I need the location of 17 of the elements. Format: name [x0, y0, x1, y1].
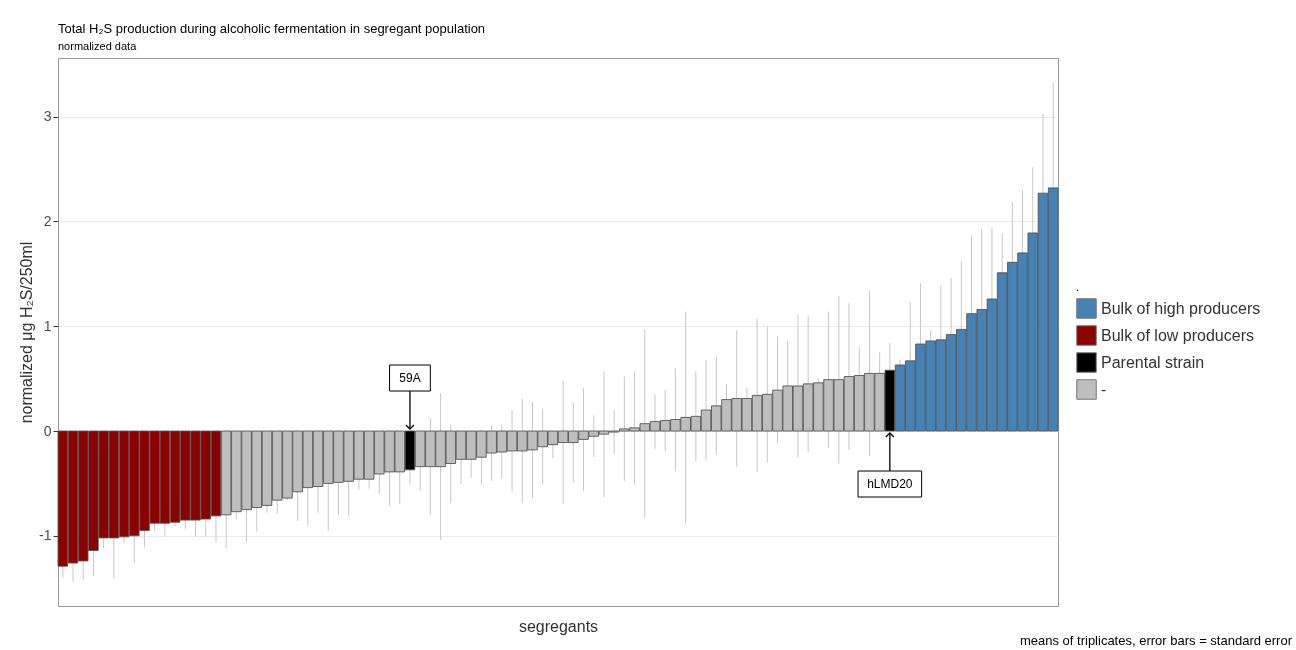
y-tick-label: 3 [43, 108, 52, 125]
text: means of triplicates, error bars = standard error [1019, 633, 1292, 648]
y-axis-title: normalized μg H₂S/250ml [18, 241, 36, 424]
legend-label: Bulk of low producers [1101, 326, 1254, 344]
x-axis-title: segregants [518, 617, 599, 635]
legend-title: . [1076, 281, 1080, 293]
chart-subtitle: normalized data [58, 40, 138, 52]
y-tick-label: 2 [43, 212, 52, 229]
y-tick-label: 1 [43, 317, 52, 334]
y-tick-label: -1 [39, 527, 52, 544]
y-tick-label: 0 [43, 422, 52, 439]
legend-label: Bulk of high producers [1101, 299, 1261, 317]
annotation: 59A [399, 371, 421, 386]
annotation: hLMD20 [867, 477, 913, 492]
legend-label: Parental strain [1101, 353, 1205, 371]
legend-label: - [1101, 380, 1107, 398]
chart-title: Total H₂S production during alcoholic fermentation in segregant population [58, 21, 486, 36]
